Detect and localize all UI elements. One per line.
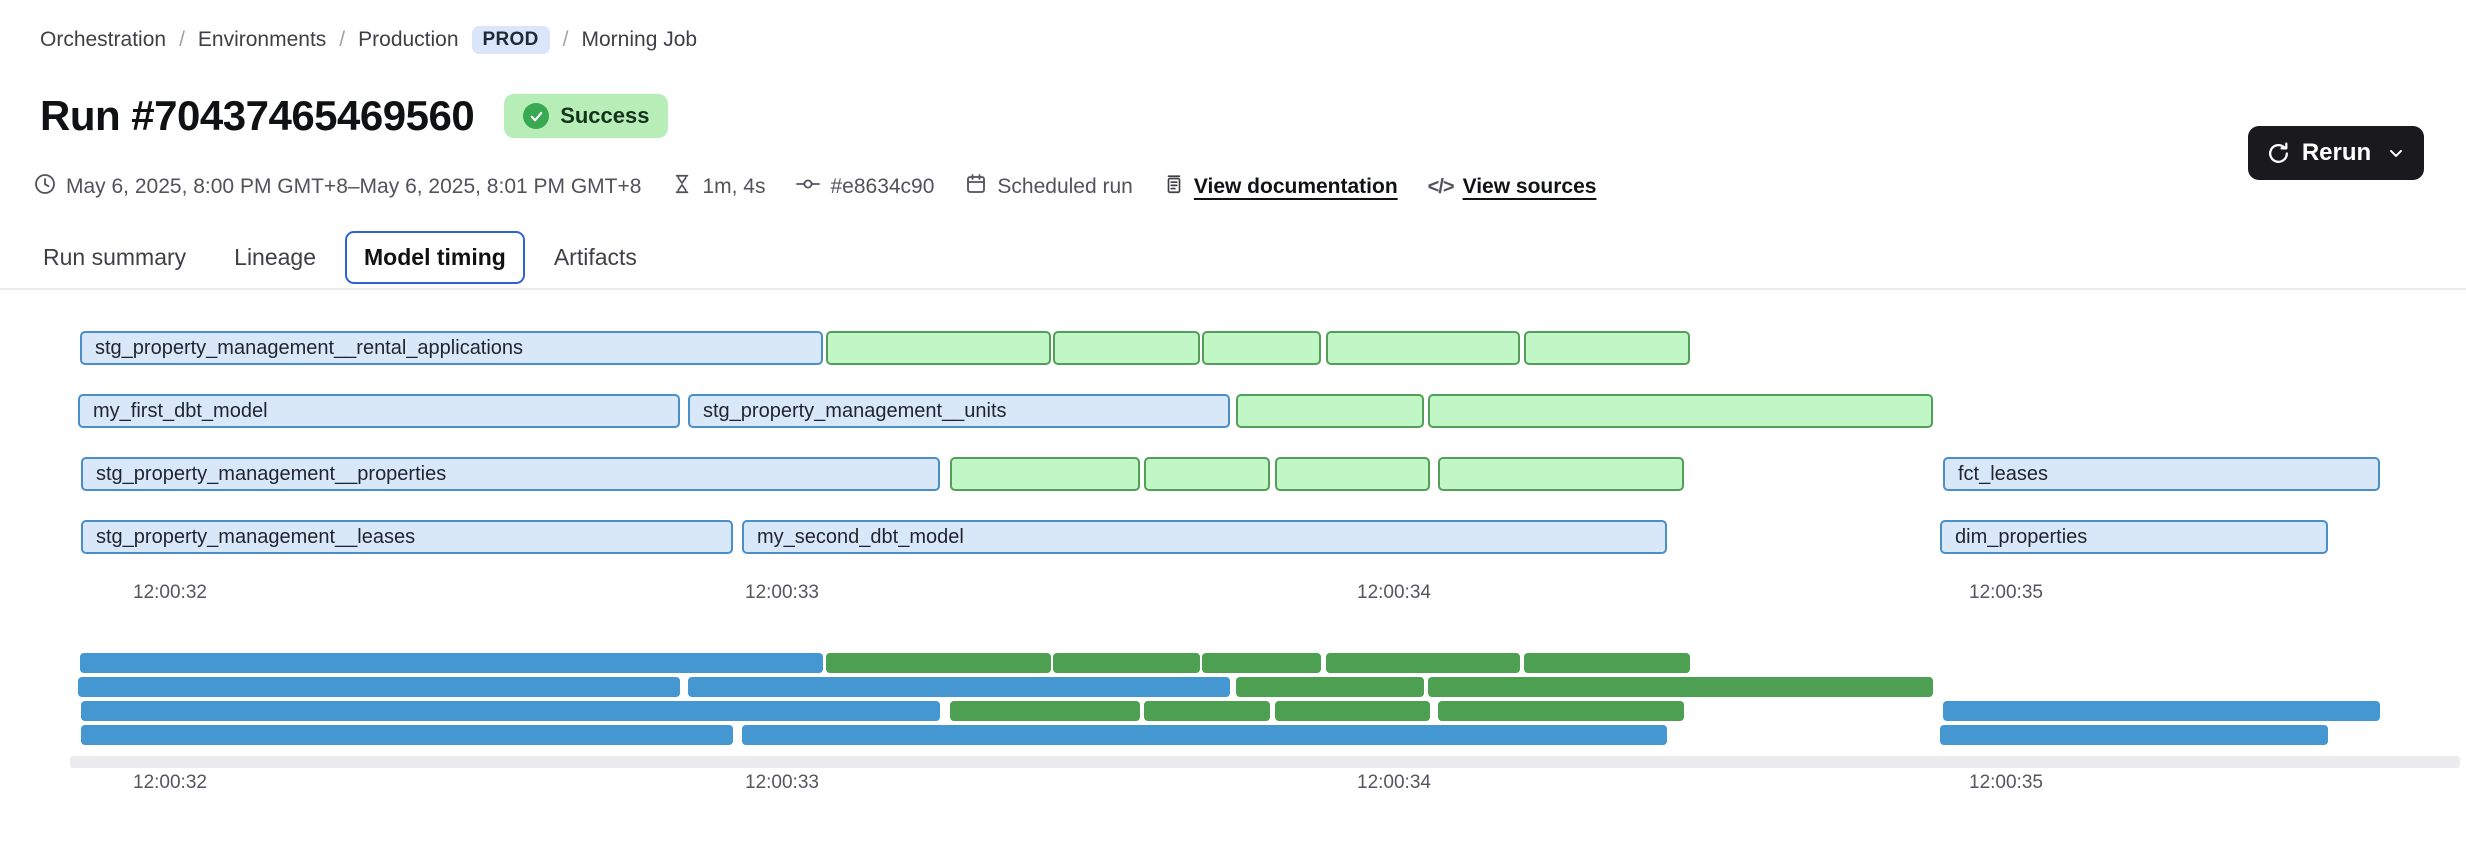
minimap-bar — [1940, 725, 2328, 745]
model-bar-fct_leases[interactable]: fct_leases — [1943, 457, 2380, 491]
breadcrumb-separator: / — [562, 28, 569, 51]
minimap-bar — [950, 701, 1140, 721]
task-bar[interactable] — [1438, 457, 1684, 491]
rerun-button[interactable]: Rerun — [2248, 126, 2424, 180]
run-duration: 1m, 4s — [671, 172, 765, 202]
task-bar[interactable] — [950, 457, 1140, 491]
clock-icon — [33, 172, 57, 202]
document-icon — [1163, 172, 1185, 202]
minimap-bar — [81, 725, 733, 745]
view-sources-link[interactable]: View sources — [1462, 175, 1597, 198]
minimap-bar — [826, 653, 1051, 673]
tab-bar: Run summary Lineage Model timing Artifacts — [24, 231, 656, 284]
minimap-bar — [1144, 701, 1270, 721]
model-bar-label: my_second_dbt_model — [757, 525, 964, 548]
minimap-bar — [1438, 701, 1684, 721]
timeline-axis-tick: 12:00:34 — [1357, 582, 1431, 603]
model-bar-label: dim_properties — [1955, 525, 2088, 548]
minimap-bar — [78, 677, 680, 697]
minimap-bar — [1053, 653, 1200, 673]
model-bar-stg_property_management__leases[interactable]: stg_property_management__leases — [81, 520, 733, 554]
minimap-bar — [81, 701, 940, 721]
model-bar-stg_property_management__properties[interactable]: stg_property_management__properties — [81, 457, 940, 491]
minimap-bar — [80, 653, 823, 673]
model-bar-label: stg_property_management__rental_applicat… — [95, 336, 524, 359]
run-time-range: May 6, 2025, 8:00 PM GMT+8–May 6, 2025, … — [33, 172, 641, 202]
breadcrumb-item-morning-job[interactable]: Morning Job — [581, 28, 698, 51]
run-meta-row: May 6, 2025, 8:00 PM GMT+8–May 6, 2025, … — [33, 172, 1596, 202]
task-bar[interactable] — [1428, 394, 1933, 428]
breadcrumb-separator: / — [339, 28, 346, 51]
model-bar-my_second_dbt_model[interactable]: my_second_dbt_model — [742, 520, 1667, 554]
view-sources[interactable]: </> View sources — [1428, 175, 1597, 199]
task-bar[interactable] — [1275, 457, 1430, 491]
timeline-axis-tick: 12:00:32 — [133, 582, 207, 603]
commit-hash-label: #e8634c90 — [830, 175, 935, 198]
model-bar-label: stg_property_management__leases — [96, 525, 416, 548]
timeline-axis-tick: 12:00:35 — [1969, 582, 2043, 603]
minimap-bar — [1202, 653, 1321, 673]
run-trigger: Scheduled run — [964, 172, 1133, 202]
minimap-bar — [688, 677, 1230, 697]
title-row: Run #70437465469560 Success — [40, 92, 669, 140]
task-bar[interactable] — [1524, 331, 1690, 365]
minimap-bar — [1275, 701, 1430, 721]
run-time-range-label: May 6, 2025, 8:00 PM GMT+8–May 6, 2025, … — [66, 175, 642, 198]
minimap-axis-tick: 12:00:35 — [1969, 772, 2043, 793]
page-title: Run #70437465469560 — [40, 92, 475, 139]
minimap-axis-tick: 12:00:32 — [133, 772, 207, 793]
model-bar-label: fct_leases — [1958, 462, 2049, 485]
minimap-bar — [1428, 677, 1933, 697]
model-bar-stg_property_management__rental_applications[interactable]: stg_property_management__rental_applicat… — [80, 331, 823, 365]
model-bar-label: stg_property_management__properties — [96, 462, 447, 485]
commit-hash: #e8634c90 — [795, 172, 934, 202]
minimap-axis-tick: 12:00:33 — [745, 772, 819, 793]
code-icon: </> — [1427, 175, 1455, 198]
minimap-bar — [1326, 653, 1520, 673]
view-documentation-link[interactable]: View documentation — [1193, 175, 1398, 198]
breadcrumb-item-environments[interactable]: Environments — [197, 28, 327, 51]
tab-lineage[interactable]: Lineage — [234, 244, 317, 270]
minimap-bar — [1943, 701, 2380, 721]
minimap-axis-tick: 12:00:34 — [1357, 772, 1431, 793]
tab-bar-divider — [0, 288, 2466, 290]
task-bar[interactable] — [1202, 331, 1321, 365]
status-badge-label: Success — [560, 103, 650, 128]
calendar-icon — [964, 172, 988, 202]
task-bar[interactable] — [1236, 394, 1424, 428]
minimap-bar — [1236, 677, 1424, 697]
chevron-down-icon[interactable] — [2386, 143, 2406, 163]
tab-model-timing[interactable]: Model timing — [345, 231, 525, 284]
success-check-icon — [523, 103, 550, 129]
minimap-bar — [1524, 653, 1690, 673]
model-bar-label: my_first_dbt_model — [93, 399, 268, 422]
breadcrumb-item-production[interactable]: Production — [358, 28, 459, 51]
run-trigger-label: Scheduled run — [997, 175, 1133, 198]
task-bar[interactable] — [1144, 457, 1270, 491]
model-bar-label: stg_property_management__units — [703, 399, 1007, 422]
task-bar[interactable] — [826, 331, 1051, 365]
run-duration-label: 1m, 4s — [702, 175, 766, 198]
refresh-icon — [2266, 141, 2291, 166]
commit-icon — [795, 172, 821, 202]
breadcrumb-separator: / — [179, 28, 185, 51]
task-bar[interactable] — [1326, 331, 1520, 365]
rerun-button-label: Rerun — [2301, 139, 2372, 166]
env-badge: PROD — [471, 26, 550, 54]
view-documentation[interactable]: View documentation — [1163, 172, 1398, 202]
model-bar-dim_properties[interactable]: dim_properties — [1940, 520, 2328, 554]
tab-run-summary[interactable]: Run summary — [43, 244, 187, 270]
timeline-axis-tick: 12:00:33 — [745, 582, 819, 603]
status-badge: Success — [504, 94, 669, 138]
task-bar[interactable] — [1053, 331, 1200, 365]
timeline-scrollbar[interactable] — [70, 756, 2460, 768]
tab-artifacts[interactable]: Artifacts — [553, 244, 637, 270]
model-bar-my_first_dbt_model[interactable]: my_first_dbt_model — [78, 394, 680, 428]
hourglass-icon — [671, 172, 693, 202]
model-bar-stg_property_management__units[interactable]: stg_property_management__units — [688, 394, 1230, 428]
minimap-bar — [742, 725, 1667, 745]
breadcrumb: Orchestration / Environments / Production PRO… — [40, 26, 697, 54]
breadcrumb-item-orchestration[interactable]: Orchestration — [40, 28, 167, 51]
